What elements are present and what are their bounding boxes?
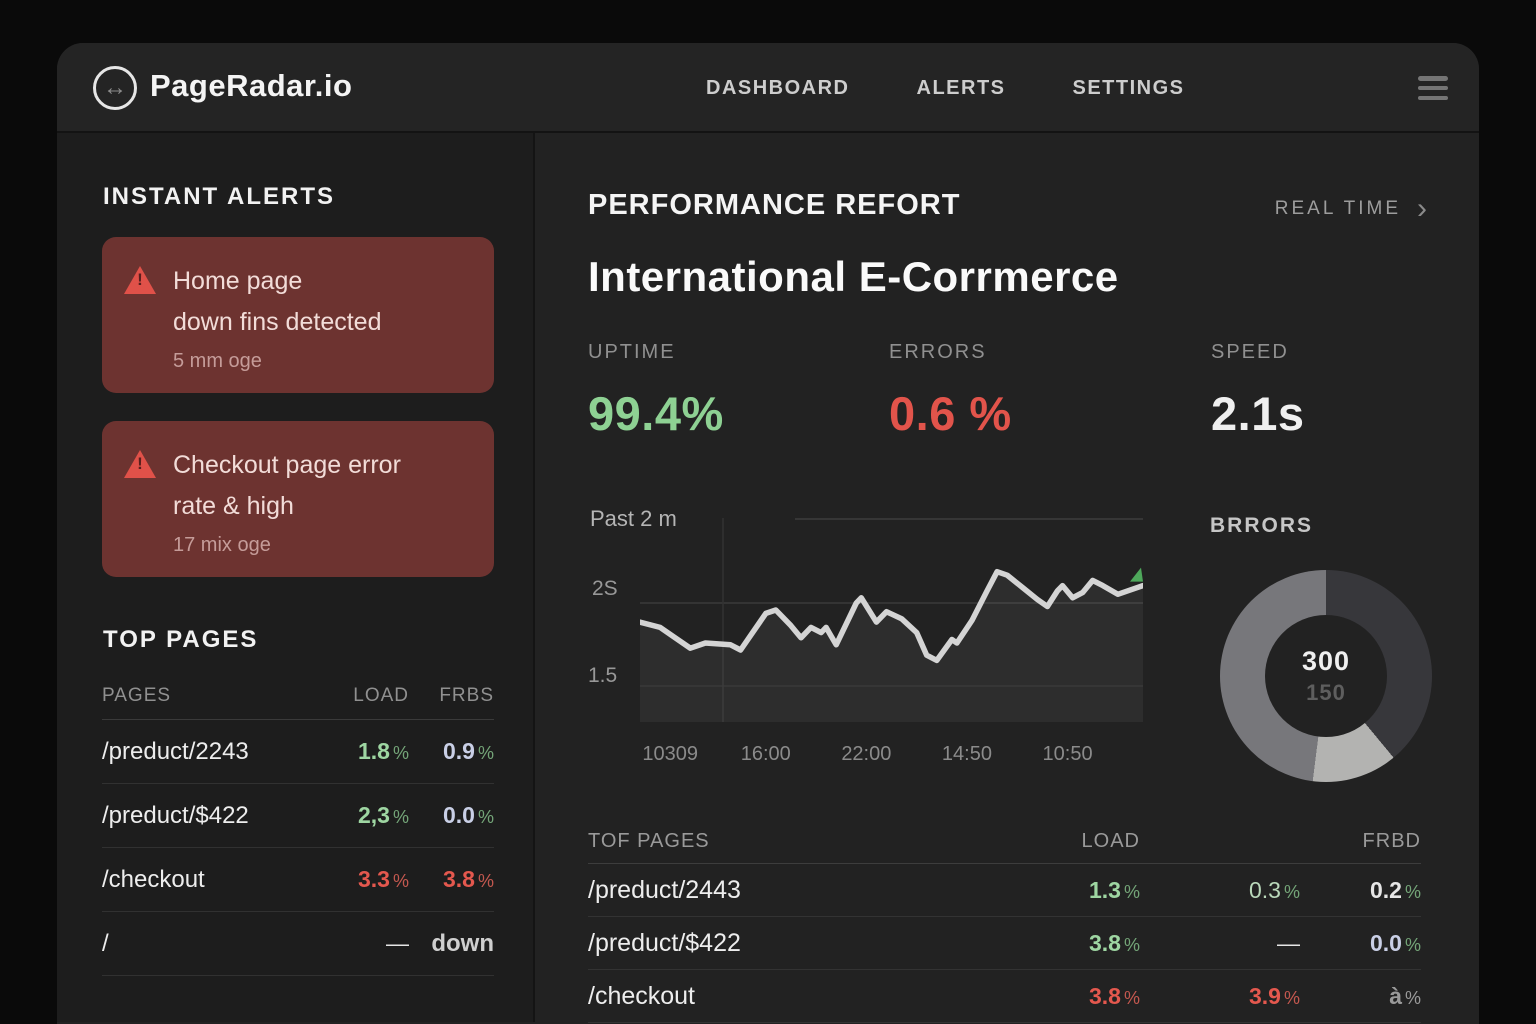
alert-card-home-page[interactable]: Home page down fins detected 5 mm oge — [102, 237, 494, 393]
brand-title: PageRadar.io — [150, 68, 353, 103]
alert-timestamp: 17 mix oge — [173, 534, 271, 556]
table-row[interactable]: /checkout 3.3% 3.8% — [102, 848, 494, 912]
x-axis-tick: 14:50 — [941, 743, 992, 765]
donut-center-value: 300 — [1301, 646, 1351, 676]
real-time-link[interactable]: REAL TIME › — [1274, 192, 1430, 225]
x-axis-tick: 16:00 — [740, 743, 791, 765]
instant-alerts-heading: INSTANT ALERTS — [103, 183, 335, 210]
alert-title: Checkout page error rate & high — [173, 451, 401, 520]
top-pages-table: PAGES LOAD FRBS /preduct/2243 1.8% 0.9% … — [102, 673, 494, 976]
top-bar: ↔ PageRadar.io DASHBOARD ALERTS SETTINGS — [57, 43, 1479, 133]
table-row[interactable]: /checkout 3.8% 3.9% à% — [588, 970, 1421, 1023]
table-row[interactable]: /preduct/2243 1.8% 0.9% — [102, 720, 494, 784]
app-window: ↔ PageRadar.io DASHBOARD ALERTS SETTINGS… — [57, 43, 1479, 1024]
table-row[interactable]: /preduct/$422 2,3% 0.0% — [102, 784, 494, 848]
hamburger-menu-icon[interactable] — [1418, 76, 1448, 100]
errors-donut-heading: BRRORS — [1210, 514, 1314, 537]
table-row[interactable]: /preduct/2443 1.3% 0.3% 0.2% — [588, 864, 1421, 917]
x-axis-labels: 10309 16:00 22:00 14:50 10:50 — [640, 743, 1143, 769]
main-panel: PERFORMANCE REFORT REAL TIME › Internati… — [535, 133, 1479, 1023]
donut-center-sub: 150 — [1306, 680, 1346, 705]
logo[interactable]: ↔ — [93, 66, 137, 110]
response-time-line-chart — [640, 518, 1143, 722]
nav-alerts[interactable]: ALERTS — [916, 76, 1006, 99]
trend-end-marker — [1130, 567, 1143, 582]
alert-title: Home page down fins detected — [173, 267, 382, 336]
errors-donut-chart: 300 150 — [1220, 570, 1432, 782]
alert-card-checkout-error[interactable]: Checkout page error rate & high 17 mix o… — [102, 421, 494, 577]
kpi-speed: SPEED 2.1s — [1211, 341, 1305, 440]
alert-timestamp: 5 mm oge — [173, 350, 262, 372]
speed-value: 2.1s — [1211, 387, 1305, 440]
y-tick-2s: 2S — [592, 577, 618, 600]
table-header-row: TOF PAGES LOAD FRBD — [588, 819, 1421, 864]
table-row[interactable]: /preduct/$422 3.8% — 0.0% — [588, 917, 1421, 970]
tof-pages-table: TOF PAGES LOAD FRBD /preduct/2443 1.3% 0… — [588, 819, 1421, 1023]
site-title: International E-Corrmerce — [588, 253, 1119, 300]
nav-dashboard[interactable]: DASHBOARD — [706, 76, 850, 99]
warning-icon — [124, 266, 156, 294]
table-row[interactable]: / — down — [102, 912, 494, 976]
x-axis-tick: 10309 — [642, 743, 698, 765]
top-pages-heading: TOP PAGES — [103, 626, 259, 653]
table-header-row: PAGES LOAD FRBS — [102, 673, 494, 720]
uptime-value: 99.4% — [588, 387, 724, 440]
radar-arrows-icon: ↔ — [103, 74, 127, 101]
errors-value: 0.6 % — [889, 387, 1012, 440]
y-tick-1-5: 1.5 — [588, 664, 618, 687]
x-axis-tick: 10:50 — [1042, 743, 1093, 765]
main-nav: DASHBOARD ALERTS SETTINGS — [706, 43, 1185, 133]
chart-range-label: Past 2 m — [590, 506, 677, 531]
sidebar: INSTANT ALERTS Home page down fins detec… — [57, 133, 535, 1022]
page-title: PERFORMANCE REFORT — [588, 189, 961, 221]
x-axis-tick: 22:00 — [841, 743, 892, 765]
kpi-uptime: UPTIME 99.4% — [588, 341, 724, 440]
nav-settings[interactable]: SETTINGS — [1072, 76, 1185, 99]
kpi-errors: ERRORS 0.6 % — [889, 341, 1012, 440]
warning-icon — [124, 450, 156, 478]
